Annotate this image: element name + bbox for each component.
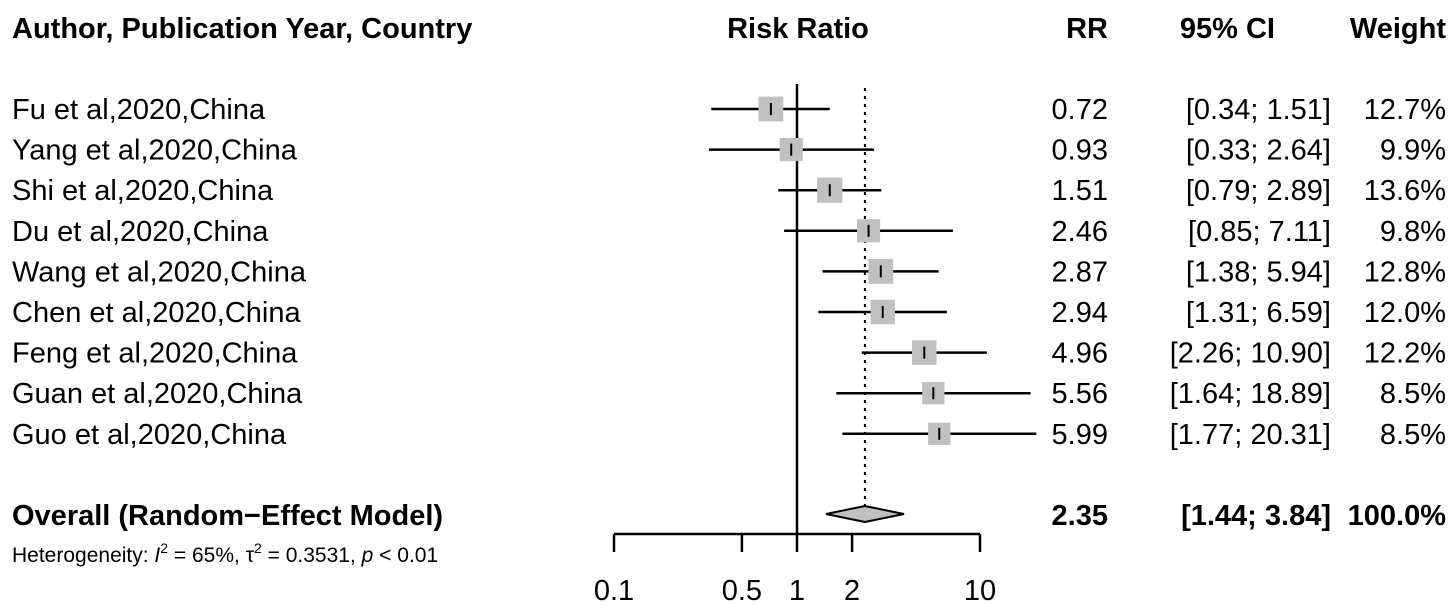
header-ci: 95% CI xyxy=(1180,13,1275,45)
study-rows: Fu et al,2020,China 0.72 [0.34; 1.51] 12.7%… xyxy=(12,94,1446,451)
overall-weight: 100.0% xyxy=(1348,500,1447,532)
overall-diamond xyxy=(825,504,905,524)
study-ci: [0.79; 2.89] xyxy=(1186,175,1331,207)
study-ci: [1.77; 20.31] xyxy=(1170,419,1331,451)
study-row: Feng et al,2020,China 4.96 [2.26; 10.90] 12… xyxy=(12,338,1446,370)
overall-label: Overall (Random−Effect Model) xyxy=(12,500,443,532)
study-rr: 0.72 xyxy=(1052,94,1108,126)
study-row: Shi et al,2020,China 1.51 [0.79; 2.89] 13.6… xyxy=(12,175,1446,207)
study-rr: 4.96 xyxy=(1052,338,1108,370)
study-rr: 2.94 xyxy=(1052,297,1108,329)
study-ci: [0.33; 2.64] xyxy=(1186,135,1331,167)
study-weight: 12.0% xyxy=(1364,297,1446,329)
header-rr: RR xyxy=(1066,13,1108,45)
overall-ci: [1.44; 3.84] xyxy=(1181,500,1331,532)
study-ci: [1.38; 5.94] xyxy=(1186,256,1331,288)
study-label: Guo et al,2020,China xyxy=(12,419,287,451)
study-rr: 5.56 xyxy=(1052,378,1108,410)
study-ci: [1.64; 18.89] xyxy=(1170,378,1331,410)
study-weight: 9.8% xyxy=(1380,216,1446,248)
x-tick-label: 2 xyxy=(844,575,860,605)
study-label: Fu et al,2020,China xyxy=(12,94,266,126)
study-ci: [1.31; 6.59] xyxy=(1186,297,1331,329)
header-weight: Weight xyxy=(1350,13,1446,45)
study-label: Chen et al,2020,China xyxy=(12,297,301,329)
study-weight: 13.6% xyxy=(1364,175,1446,207)
overall-row: Overall (Random−Effect Model) 2.35 [1.44… xyxy=(12,500,1446,532)
x-tick-label: 0.1 xyxy=(594,575,634,605)
header-study: Author, Publication Year, Country xyxy=(12,13,472,45)
study-label: Shi et al,2020,China xyxy=(12,175,274,207)
study-weight: 8.5% xyxy=(1380,419,1446,451)
x-tick-label: 10 xyxy=(964,575,996,605)
study-weight: 9.9% xyxy=(1380,135,1446,167)
x-tick-label: 1 xyxy=(789,575,805,605)
study-rr: 1.51 xyxy=(1052,175,1108,207)
heterogeneity-text: Heterogeneity: I2 = 65%, τ2 = 0.3531, p … xyxy=(12,540,438,567)
study-weight: 12.7% xyxy=(1364,94,1446,126)
study-row: Yang et al,2020,China 0.93 [0.33; 2.64] 9.9… xyxy=(12,135,1446,167)
study-row: Fu et al,2020,China 0.72 [0.34; 1.51] 12.7% xyxy=(12,94,1446,126)
study-ci: [0.85; 7.11] xyxy=(1188,216,1331,248)
study-weight: 8.5% xyxy=(1380,378,1446,410)
study-weight: 12.8% xyxy=(1364,256,1446,288)
study-ci: [2.26; 10.90] xyxy=(1170,338,1331,370)
study-row: Guan et al,2020,China 5.56 [1.64; 18.89] 8.… xyxy=(12,378,1446,410)
study-label: Guan et al,2020,China xyxy=(12,378,303,410)
study-row: Guo et al,2020,China 5.99 [1.77; 20.31] 8.5… xyxy=(12,419,1446,451)
study-row: Chen et al,2020,China 2.94 [1.31; 6.59] 12.… xyxy=(12,297,1446,329)
study-label: Feng et al,2020,China xyxy=(12,338,298,370)
study-rr: 0.93 xyxy=(1052,135,1108,167)
header-risk-ratio: Risk Ratio xyxy=(727,13,869,45)
study-row: Du et al,2020,China 2.46 [0.85; 7.11] 9.8% xyxy=(12,216,1446,248)
study-label: Du et al,2020,China xyxy=(12,216,269,248)
study-rr: 5.99 xyxy=(1052,419,1108,451)
study-rr: 2.87 xyxy=(1052,256,1108,288)
x-tick-label: 0.5 xyxy=(722,575,762,605)
study-ci: [0.34; 1.51] xyxy=(1186,94,1331,126)
overall-rr: 2.35 xyxy=(1052,500,1108,532)
study-weight: 12.2% xyxy=(1364,338,1446,370)
study-row: Wang et al,2020,China 2.87 [1.38; 5.94] 12.… xyxy=(12,256,1446,288)
x-axis: 0.1 0.5 1 2 10 xyxy=(594,532,996,605)
study-label: Wang et al,2020,China xyxy=(12,256,307,288)
study-label: Yang et al,2020,China xyxy=(12,135,298,167)
study-rr: 2.46 xyxy=(1052,216,1108,248)
